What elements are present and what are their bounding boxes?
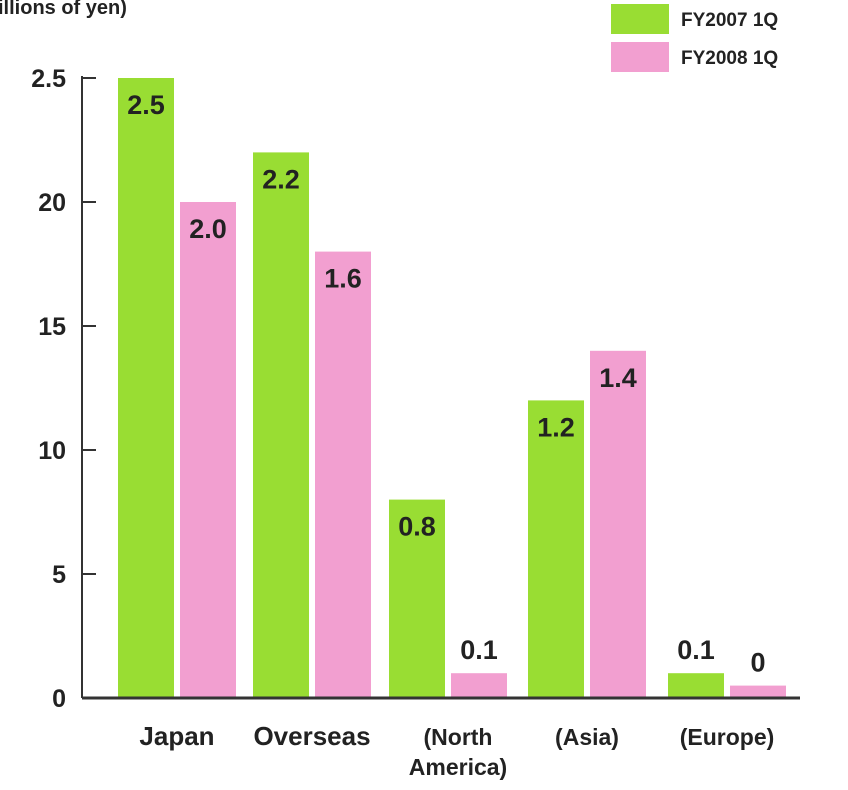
bar-value-label: 2.2 [262, 164, 300, 194]
legend-swatch [611, 42, 669, 72]
axes: 0 5 10 15 20 2.5 [31, 65, 800, 713]
category-label: Japan [139, 721, 214, 751]
y-tick-label: 15 [38, 313, 66, 341]
legend-label: FY2007 1Q [681, 10, 778, 31]
bar [180, 202, 236, 698]
labels: 2.5 2.2 0.8 1.2 0.1 2.0 1.6 0.1 1.4 0 Japan Oversea… [127, 90, 774, 780]
y-unit-label: illions of yen) [0, 0, 127, 19]
bar-value-label: 2.0 [189, 214, 227, 244]
y-tick-label: 10 [38, 437, 66, 465]
legend-swatch [611, 4, 669, 34]
bar [389, 499, 445, 698]
bar-value-label: 1.6 [324, 264, 362, 294]
bar [451, 673, 507, 698]
bar [668, 673, 724, 698]
bar-value-label: 0.8 [398, 512, 436, 542]
bar-value-label: 0.1 [460, 635, 498, 665]
bars [118, 78, 786, 698]
category-label: (Europe) [680, 724, 775, 750]
legend: FY2007 1Q FY2008 1Q [611, 4, 778, 72]
category-label: America) [409, 754, 507, 780]
bar-value-label: 2.5 [127, 90, 165, 120]
bar-value-label: 1.2 [537, 412, 575, 442]
y-tick-label: 5 [52, 561, 66, 589]
legend-label: FY2008 1Q [681, 48, 778, 69]
bar-value-label: 0 [750, 648, 765, 678]
bar-value-label: 0.1 [677, 635, 715, 665]
bar [528, 400, 584, 698]
category-label: (Asia) [555, 724, 619, 750]
category-label: (North [424, 724, 493, 750]
bar [730, 685, 786, 698]
bar [590, 350, 646, 698]
bar-value-label: 1.4 [599, 363, 637, 393]
y-tick-label: 0 [52, 685, 66, 713]
y-tick-label: 20 [38, 189, 66, 217]
y-tick-label: 2.5 [31, 65, 66, 93]
bar [315, 251, 371, 698]
bar [253, 152, 309, 698]
category-label: Overseas [253, 721, 370, 751]
bar [118, 78, 174, 698]
